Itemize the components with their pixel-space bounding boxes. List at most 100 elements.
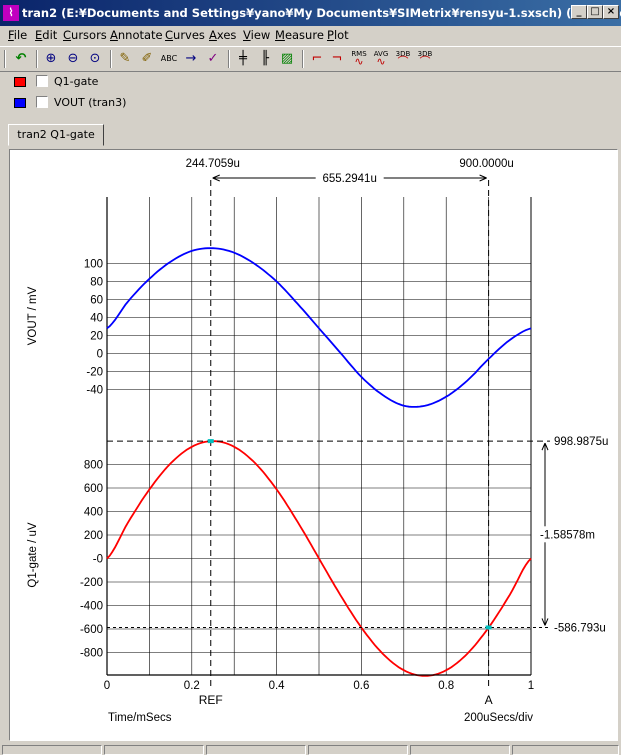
y-tick-label: 0 [97, 349, 103, 361]
y-tick-label: 400 [84, 507, 103, 519]
y-tick-label: -20 [86, 367, 103, 379]
ref-cursor-label: REF [199, 693, 223, 707]
y-tick-label: 800 [84, 460, 103, 472]
grid-icon[interactable]: ╪ [239, 51, 247, 66]
delta-x-arrowhead [212, 174, 220, 182]
avg-label: AVG [373, 50, 389, 58]
menu-measure[interactable]: Measure [275, 28, 324, 42]
3db-label: 3DB [395, 50, 411, 58]
menu-view[interactable]: View [243, 28, 271, 42]
zoom-full-icon[interactable]: ⊕ [45, 51, 57, 66]
toolbar-separator [110, 50, 112, 68]
close-button[interactable]: × [603, 5, 619, 19]
arrow-label-icon[interactable]: → [185, 51, 197, 66]
x-tick-label: 0.4 [269, 680, 286, 692]
status-pane [308, 745, 408, 755]
delta-y-readout: -1.58578m [540, 529, 595, 541]
menu-bar: File Edit Cursors Annotate Curves Axes V… [0, 26, 621, 45]
title-bar: ⌇ tran2 (E:¥Documents and Settings¥yano¥… [0, 0, 621, 26]
a-cursor-label: A [485, 693, 493, 707]
y-tick-label: 80 [90, 277, 103, 289]
zoom-out-icon[interactable]: ⊖ [67, 51, 79, 66]
rms-icon[interactable]: RMS ∿ [351, 50, 367, 68]
undo-icon[interactable]: ↶ [15, 51, 27, 66]
fall-time-icon[interactable]: ¬ [331, 51, 343, 66]
y-tick-label: 20 [90, 331, 103, 343]
legend-swatch [14, 77, 26, 87]
ref-x-readout: 244.7059u [186, 158, 240, 170]
tab-strip: tran2 Q1-gate [0, 122, 621, 146]
vout-curve [106, 247, 532, 408]
curve-legend: Q1-gate VOUT (tran3) [0, 71, 621, 117]
menu-axes[interactable]: Axes [209, 28, 237, 42]
x-tick-label: 0 [104, 680, 110, 692]
y-tick-label: -200 [80, 577, 103, 589]
legend-checkbox[interactable] [36, 96, 48, 108]
y-tick-label: -800 [80, 648, 103, 660]
3db-high-icon[interactable]: 3DB ⌒ [417, 50, 433, 68]
zoom-in-icon[interactable]: ⊙ [89, 51, 101, 66]
menu-plot[interactable]: Plot [327, 28, 349, 42]
menu-annotate[interactable]: Annotate [110, 28, 163, 42]
3db-label: 3DB [417, 50, 433, 58]
x-axis-label: Time/mSecs [108, 712, 172, 724]
app-icon: ⌇ [3, 5, 19, 21]
top-y-readout: 998.9875u [554, 436, 608, 448]
menu-cursors[interactable]: Cursors [63, 28, 107, 42]
average-icon[interactable]: AVG ∿ [373, 50, 389, 68]
q1-gate-curve [106, 440, 532, 677]
legend-checkbox[interactable] [36, 75, 48, 87]
menu-file[interactable]: File [8, 28, 28, 42]
curve-arrange-icon[interactable]: ▨ [280, 51, 294, 66]
rms-label: RMS [351, 50, 367, 58]
rise-time-icon[interactable]: ⌐ [311, 51, 323, 66]
tab-tran2-q1-gate[interactable]: tran2 Q1-gate [8, 124, 104, 146]
toolbar: ↶ ⊕ ⊖ ⊙ ✎ ✐ ABC → ✓ ╪ ╟ ▨ ⌐ ¬ RMS ∿ AVG ∿ … [0, 46, 621, 72]
delta-y-arrowhead [541, 442, 549, 451]
curve-marker-icon[interactable]: ✓ [207, 51, 219, 66]
3db-low-icon[interactable]: 3DB ⌒ [395, 50, 411, 68]
toolbar-separator [228, 50, 230, 68]
status-pane [2, 745, 102, 755]
delta-x-readout: 655.2941u [322, 173, 376, 185]
maximize-button[interactable]: □ [587, 5, 603, 19]
y-tick-label: 40 [90, 313, 103, 325]
cursor-toggle-icon[interactable]: ✎ [119, 51, 131, 66]
axes-icon[interactable]: ╟ [261, 51, 269, 66]
status-pane [104, 745, 204, 755]
a-x-readout: 900.0000u [459, 158, 513, 170]
x-scale-label: 200uSecs/div [464, 712, 533, 724]
menu-curves[interactable]: Curves [165, 28, 205, 42]
bottom-y-readout: -586.793u [554, 622, 606, 634]
status-pane [206, 745, 306, 755]
y-tick-label: -400 [80, 601, 103, 613]
status-bar [0, 744, 621, 755]
cursor-marker [485, 625, 492, 630]
legend-swatch [14, 98, 26, 108]
toolbar-separator [302, 50, 304, 68]
plot-area[interactable]: 100 80 60 40 20 0 -20 -40 VOUT / mV 800 600 400 200-… [9, 149, 618, 741]
delta-y-arrowhead [541, 618, 549, 626]
delta-x-arrowhead [479, 174, 487, 182]
menu-edit[interactable]: Edit [35, 28, 58, 42]
y-axis-label: Q1-gate / uV [27, 522, 39, 588]
legend-label: VOUT (tran3) [54, 96, 127, 109]
y-tick-label: 200 [84, 530, 103, 542]
x-tick-label: 0.6 [353, 680, 369, 692]
delta-x-readout-bg [315, 170, 384, 184]
y-tick-label: -40 [86, 385, 103, 397]
x-tick-label: 1 [528, 680, 534, 692]
minimize-button[interactable]: _ [571, 5, 587, 19]
legend-label: Q1-gate [54, 75, 99, 88]
y-tick-label: 600 [84, 483, 103, 495]
y-tick-label: 60 [90, 295, 103, 307]
window-title: tran2 (E:¥Documents and Settings¥yano¥My… [22, 6, 621, 20]
x-tick-label: 0.2 [184, 680, 200, 692]
y-tick-label: -0 [93, 554, 103, 566]
x-tick-label: 0.8 [438, 680, 454, 692]
annotate-label-icon[interactable]: ABC [160, 54, 178, 63]
cursor-align-icon[interactable]: ✐ [141, 51, 153, 66]
status-pane [410, 745, 510, 755]
y-tick-label: -600 [80, 624, 103, 636]
